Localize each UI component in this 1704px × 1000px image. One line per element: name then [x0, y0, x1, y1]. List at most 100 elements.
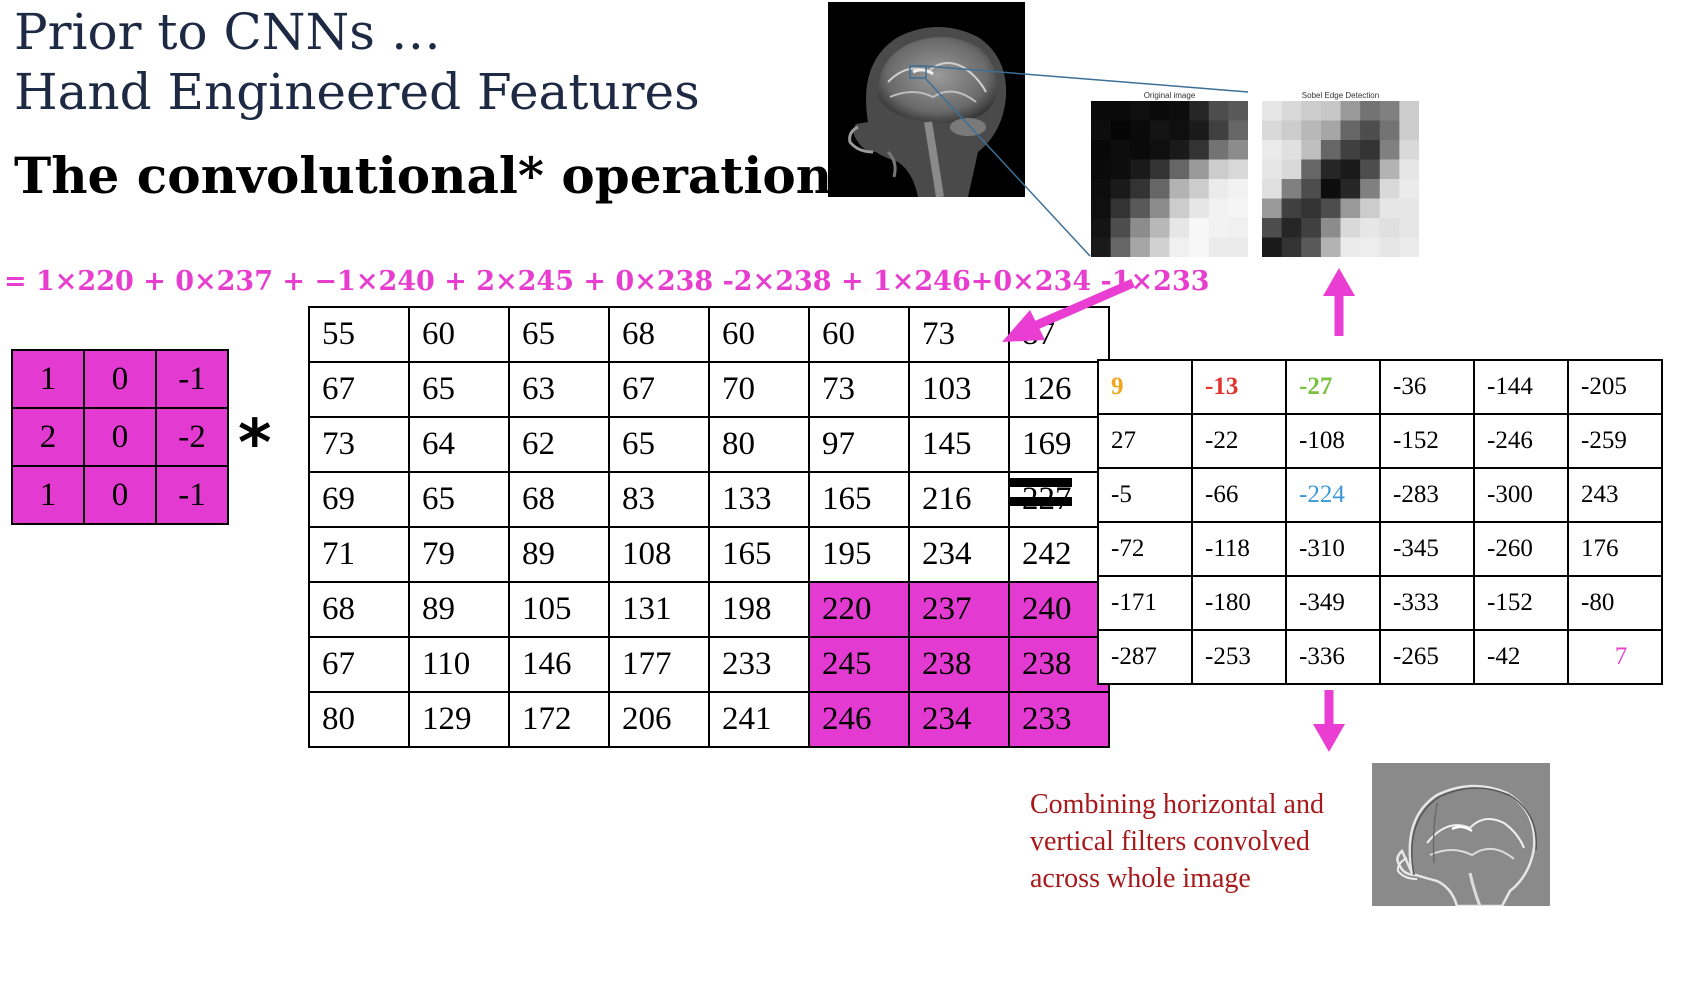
original-patch-pixel [1228, 198, 1248, 219]
sobel-patch-pixel [1399, 218, 1419, 238]
input-cell: 216 [908, 471, 1010, 528]
input-cell: 89 [508, 526, 610, 583]
output-cell: -22 [1191, 413, 1287, 469]
sobel-patch-pixel [1379, 237, 1400, 257]
original-patch-pixel [1130, 101, 1151, 121]
input-cell: 65 [408, 361, 510, 418]
sobel-patch-pixel [1320, 159, 1342, 180]
input-cell: 55 [308, 306, 410, 363]
input-cell: 105 [508, 581, 610, 638]
title-line-2: Hand Engineered Features [14, 63, 700, 121]
original-patch-pixel [1208, 237, 1229, 257]
sobel-patch-pixel [1281, 237, 1302, 257]
original-patch-pixel [1208, 198, 1229, 219]
original-patch-pixel [1189, 218, 1210, 238]
sobel-patch-pixel [1301, 237, 1322, 257]
input-row: 69656883133165216227 [308, 471, 1110, 528]
input-cell: 60 [708, 306, 810, 363]
sobel-image-label: Sobel Edge Detection [1301, 91, 1380, 100]
output-cell: -336 [1285, 629, 1381, 685]
input-row: 73 64 62 65 80 97 145 169 [308, 416, 1110, 473]
convolution-formula: = 1×220 + 0×237 + −1×240 + 2×245 + 0×238… [4, 266, 1210, 297]
kernel-cell: 2 [11, 407, 85, 467]
input-cell: 79 [408, 526, 510, 583]
output-cell: -108 [1285, 413, 1381, 469]
edge-detected-head-image [1372, 763, 1550, 906]
caption-line-1: Combining horizontal and [1030, 789, 1324, 820]
input-cell: 165 [808, 471, 910, 528]
output-feature-matrix: 9 -13 -27 -36 -144 -205 27 -22 -108 -152 -246 -259-… [1097, 359, 1663, 685]
input-cell: 69 [308, 471, 410, 528]
input-row: 71 79 89 108 165 195 234 242 [308, 526, 1110, 583]
original-patch-pixel [1208, 120, 1229, 141]
mri-zoom-box [909, 65, 927, 79]
original-patch-pixel [1110, 140, 1131, 160]
sobel-patch-pixel [1262, 198, 1283, 219]
original-patch-pixel [1189, 159, 1210, 180]
input-cell-highlighted: 245 [808, 636, 910, 693]
original-patch-pixel [1091, 101, 1112, 121]
equals-bar-top [1008, 478, 1072, 487]
connector-line-bottom [924, 77, 1091, 257]
output-cell: -72 [1097, 521, 1193, 577]
input-cell-highlighted: 234 [908, 691, 1010, 748]
sobel-patch-pixel [1340, 218, 1361, 238]
input-cell: 172 [508, 691, 610, 748]
original-patch-pixel [1149, 159, 1171, 180]
kernel-cell: -2 [155, 407, 229, 467]
sobel-patch-pixel [1281, 179, 1302, 199]
subtitle: The convolutional* operation [14, 146, 833, 205]
output-cell: -66 [1191, 467, 1287, 523]
original-patch-pixel [1228, 218, 1248, 238]
input-cell: 145 [908, 416, 1010, 473]
output-cell: -253 [1191, 629, 1287, 685]
input-cell: 65 [408, 471, 510, 528]
original-patch-pixel [1091, 179, 1112, 199]
input-cell: 146 [508, 636, 610, 693]
caption: Combining horizontal and vertical filter… [1030, 786, 1370, 897]
input-cell: 206 [608, 691, 710, 748]
sobel-patch-pixel [1340, 140, 1361, 160]
original-patch-pixel [1228, 237, 1248, 257]
input-cell: 73 [908, 306, 1010, 363]
output-cell: -224 [1285, 467, 1381, 523]
original-patch-pixel [1091, 159, 1112, 180]
input-cell: 64 [408, 416, 510, 473]
output-cell: 7 [1567, 629, 1663, 685]
output-cell: -5 [1097, 467, 1193, 523]
original-patch-pixel [1091, 237, 1112, 257]
input-cell: 62 [508, 416, 610, 473]
sobel-patch-pixel [1320, 179, 1342, 199]
sobel-patch-pixel [1262, 120, 1283, 141]
input-cell: 68 [508, 471, 610, 528]
sobel-patch-pixel [1281, 101, 1302, 121]
original-patch-pixel [1228, 179, 1248, 199]
sobel-patch-pixel [1281, 120, 1302, 141]
output-row: -171 -180 -349 -333 -152 -80 [1097, 575, 1663, 631]
input-cell: 65 [608, 416, 710, 473]
output-cell: -333 [1379, 575, 1475, 631]
input-row: 67 110 146 177 233 245 238 238 [308, 636, 1110, 693]
original-patch-pixel [1189, 120, 1210, 141]
caption-line-2: vertical filters convolved [1030, 826, 1310, 857]
sobel-edge-patch [1262, 101, 1419, 257]
input-cell: 177 [608, 636, 710, 693]
output-cell: 27 [1097, 413, 1193, 469]
sobel-patch-pixel [1281, 159, 1302, 180]
original-patch-pixel [1110, 237, 1131, 257]
output-cell: -310 [1285, 521, 1381, 577]
input-cell: 73 [308, 416, 410, 473]
original-patch-pixel [1169, 101, 1190, 121]
sobel-patch-pixel [1379, 218, 1400, 238]
output-cell: 243 [1567, 467, 1663, 523]
input-cell: 165 [708, 526, 810, 583]
sobel-patch-pixel [1301, 159, 1322, 180]
input-cell: 73 [808, 361, 910, 418]
sobel-patch-pixel [1320, 120, 1342, 141]
mri-head-image [828, 2, 1025, 197]
input-cell-highlighted: 237 [908, 581, 1010, 638]
original-patch-pixel [1091, 140, 1112, 160]
original-patch-pixel [1189, 140, 1210, 160]
kernel-cell: 1 [11, 465, 85, 525]
sobel-patch-pixel [1340, 120, 1361, 141]
